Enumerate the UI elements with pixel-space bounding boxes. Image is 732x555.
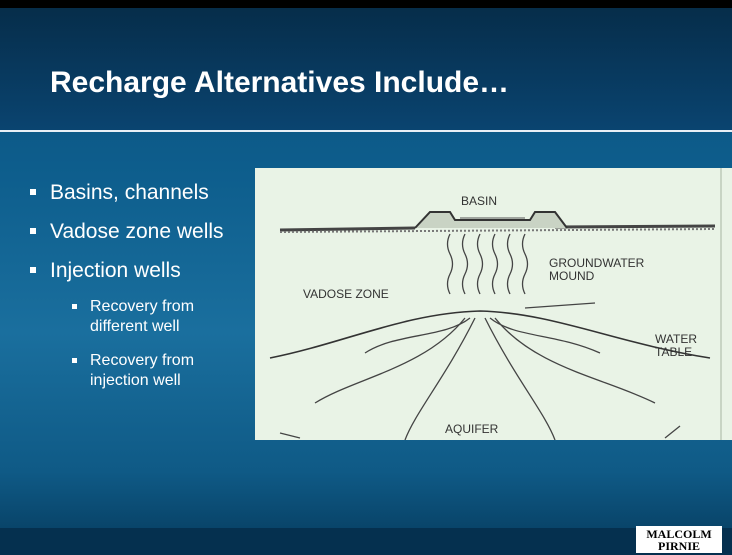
diagram-label: VADOSE ZONE bbox=[303, 287, 389, 301]
diagram-label: MOUND bbox=[549, 269, 595, 283]
bullet-text: Injection wells bbox=[50, 259, 181, 282]
sub-bullet: Recovery from different well bbox=[50, 297, 240, 337]
diagram-label: AQUIFER bbox=[445, 422, 499, 436]
header-rule bbox=[0, 130, 732, 132]
bullet-list: Basins, channels Vadose zone wells Injec… bbox=[28, 180, 253, 405]
bullet-text: Basins, channels bbox=[50, 181, 209, 204]
logo-line: PIRNIE bbox=[636, 540, 722, 552]
sub-list: Recovery from different well Recovery fr… bbox=[50, 297, 253, 391]
bullet-text: Vadose zone wells bbox=[50, 220, 224, 243]
diagram-background bbox=[255, 168, 732, 440]
bullet: Basins, channels bbox=[28, 180, 253, 205]
sub-bullet: Recovery from injection well bbox=[50, 351, 240, 391]
bullet: Injection wells Recovery from different … bbox=[28, 258, 253, 391]
bullet: Vadose zone wells bbox=[28, 219, 253, 244]
recharge-diagram: BASIN GROUNDWATER MOUND VADOSE ZONE WATE… bbox=[255, 168, 732, 440]
header-band bbox=[0, 0, 732, 130]
diagram-label: WATER bbox=[655, 332, 697, 346]
diagram-label: GROUNDWATER bbox=[549, 256, 645, 270]
diagram-label: TABLE bbox=[655, 345, 692, 359]
slide: Recharge Alternatives Include… Basins, c… bbox=[0, 0, 732, 555]
footer-band bbox=[0, 528, 732, 555]
diagram-label: BASIN bbox=[461, 194, 497, 208]
logo: MALCOLM PIRNIE bbox=[636, 526, 722, 553]
slide-title: Recharge Alternatives Include… bbox=[50, 66, 509, 100]
